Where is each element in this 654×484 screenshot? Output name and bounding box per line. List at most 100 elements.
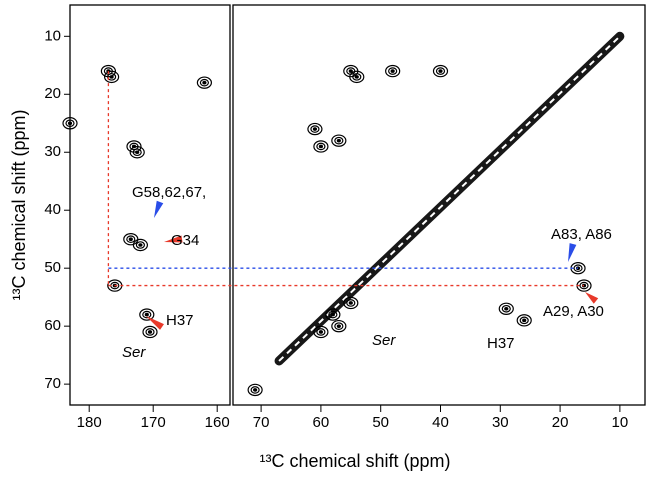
peak-contour [103, 70, 120, 84]
y-tick-label: 60 [44, 317, 61, 334]
peak-contour [579, 281, 589, 290]
annotation: Ser [372, 332, 396, 349]
peak-contour [348, 69, 353, 73]
peak-contour [316, 328, 326, 336]
peak-contour [147, 330, 153, 334]
peak-contour [343, 296, 359, 310]
peak-contour [390, 69, 395, 73]
peak-contour [132, 148, 142, 157]
x-tick-label: 40 [432, 414, 449, 431]
peak-contour [128, 237, 133, 242]
peak-contour [504, 306, 509, 311]
peak-contour [129, 146, 145, 159]
peak-contour [334, 136, 344, 145]
x-axis-label: ¹³C chemical shift (ppm) [259, 451, 450, 471]
peak-contour [438, 69, 443, 73]
annotation: A29, A30 [543, 303, 604, 320]
y-axis-label: ¹³C chemical shift (ppm) [9, 109, 29, 300]
x-tick-label: 50 [372, 414, 389, 431]
y-tick-label: 50 [44, 259, 61, 276]
peak-contour [328, 310, 338, 319]
peak-contour [352, 73, 362, 81]
peak-contour [331, 134, 347, 147]
panel-frame [232, 4, 646, 406]
peak-contour [135, 241, 145, 249]
peak-contour [331, 319, 347, 333]
peak-contour [325, 308, 341, 321]
peak-contour [316, 142, 326, 151]
peak-contour [435, 67, 446, 75]
annotation-arrow [585, 292, 599, 304]
peak-contour [313, 140, 329, 153]
peak-contour [310, 125, 320, 133]
peak-contour [498, 302, 514, 315]
annotation-arrow [146, 316, 164, 330]
x-tick-label: 20 [552, 414, 569, 431]
y-tick-label: 10 [44, 27, 61, 44]
peak-contour [330, 312, 335, 317]
peak-contour [519, 316, 529, 325]
peak-contour [336, 138, 341, 143]
peak-contour [501, 304, 511, 313]
panel-frame [69, 4, 231, 406]
peak-contour [100, 64, 117, 78]
annotation-arrow [164, 235, 183, 243]
peak-contour [388, 67, 398, 75]
peak-contour [247, 383, 263, 397]
peak-contour [144, 312, 149, 317]
annotation: H37 [166, 312, 194, 329]
peak-contour [313, 325, 329, 339]
peak-contour [139, 308, 155, 321]
peak-contour [346, 299, 356, 307]
peak-contour [318, 330, 324, 334]
peak-contour [250, 386, 260, 394]
peak-contour [145, 328, 155, 336]
y-tick-label: 20 [44, 85, 61, 102]
peak-contour [132, 238, 148, 252]
annotation: H37 [487, 335, 515, 352]
peak-contour [126, 140, 142, 153]
peak-contour [354, 75, 359, 79]
y-tick-label: 30 [44, 143, 61, 160]
annotation-arrow [568, 243, 577, 262]
annotation: G34 [171, 232, 199, 249]
peak-contour [573, 264, 583, 272]
peak-contour [307, 122, 323, 136]
y-tick-label: 40 [44, 201, 61, 218]
peak-contour [142, 310, 152, 319]
annotation: A83, A86 [551, 226, 612, 243]
x-tick-label: 70 [253, 414, 270, 431]
peak-contour [109, 75, 114, 79]
x-tick-label: 10 [612, 414, 629, 431]
peak-contour [349, 70, 365, 84]
annotation: G58,62,67, [132, 184, 206, 201]
peak-contour [318, 144, 324, 149]
peak-contour [126, 235, 136, 244]
peak-contour [522, 318, 527, 323]
peak-contour [334, 322, 344, 330]
peak-contour [106, 73, 117, 81]
peak-contour [135, 150, 140, 155]
peak-contour [312, 127, 318, 131]
x-tick-label: 170 [141, 414, 166, 431]
peak-contour [142, 325, 158, 339]
diagonal-ridge-inner [278, 35, 621, 362]
x-tick-label: 180 [77, 414, 102, 431]
peak-contour [385, 64, 401, 78]
peak-contour [202, 80, 207, 85]
x-tick-label: 160 [205, 414, 230, 431]
x-tick-label: 60 [313, 414, 330, 431]
peak-contour [138, 243, 143, 247]
peak-contour [336, 324, 341, 328]
y-tick-label: 70 [44, 375, 61, 392]
annotation-arrow [154, 200, 164, 218]
peak-contour [199, 78, 209, 87]
annotation: Ser [122, 344, 146, 361]
peak-contour [432, 64, 449, 78]
x-tick-label: 30 [492, 414, 509, 431]
peak-contour [253, 388, 258, 392]
peak-contour [348, 301, 353, 305]
peak-contour [196, 76, 212, 89]
peak-contour [516, 314, 532, 327]
